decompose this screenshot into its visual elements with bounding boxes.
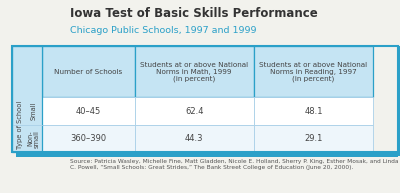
- Text: Source: Patricia Wasley, Michelle Fine, Matt Gladden, Nicole E. Holland, Sherry : Source: Patricia Wasley, Michelle Fine, …: [70, 159, 398, 170]
- Text: Chicago Public Schools, 1997 and 1999: Chicago Public Schools, 1997 and 1999: [70, 26, 256, 35]
- Text: 360–390: 360–390: [70, 134, 106, 143]
- Text: 40–45: 40–45: [76, 107, 101, 116]
- Text: Number of Schools: Number of Schools: [54, 69, 122, 75]
- Text: 44.3: 44.3: [185, 134, 204, 143]
- Text: 48.1: 48.1: [304, 107, 323, 116]
- Text: Small: Small: [30, 102, 36, 120]
- Text: 62.4: 62.4: [185, 107, 204, 116]
- Text: Students at or above National
Norms in Reading, 1997
(in percent): Students at or above National Norms in R…: [259, 62, 368, 82]
- Text: Type of School: Type of School: [18, 101, 23, 149]
- Text: Iowa Test of Basic Skills Performance: Iowa Test of Basic Skills Performance: [70, 7, 318, 20]
- Text: Students at or above National
Norms in Math, 1999
(in percent): Students at or above National Norms in M…: [140, 62, 248, 82]
- Text: Non-
small: Non- small: [27, 130, 40, 148]
- Text: 29.1: 29.1: [304, 134, 323, 143]
